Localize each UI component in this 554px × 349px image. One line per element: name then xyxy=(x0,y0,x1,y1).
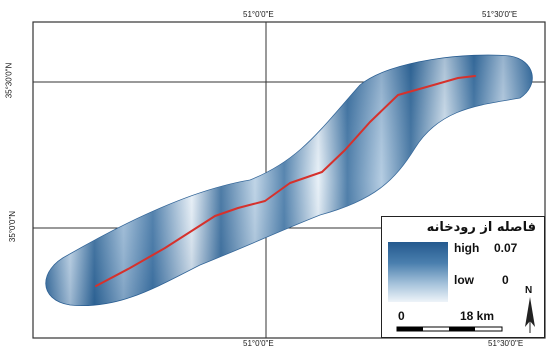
coord-bottom-left: 51°0'0"E xyxy=(243,339,274,348)
scale-start-label: 0 xyxy=(398,309,405,323)
north-label: N xyxy=(525,285,533,296)
river-line xyxy=(95,75,476,287)
legend-high-label: high xyxy=(454,241,480,255)
river-buffer-shading xyxy=(45,55,533,306)
legend-title: فاصله از رودخانه xyxy=(426,220,536,235)
scale-bar xyxy=(396,326,503,332)
coord-top-right: 51°30'0"E xyxy=(482,10,518,19)
coord-top-left: 51°0'0"E xyxy=(243,10,274,19)
coord-left-lower: 35°0'0"N xyxy=(8,210,18,243)
map-border xyxy=(32,21,546,339)
map-legend: فاصله از رودخانه high 0.07 low 0 0 18 km… xyxy=(381,216,545,338)
scale-end-label: 18 km xyxy=(460,309,495,323)
legend-color-ramp xyxy=(388,242,448,302)
legend-low-label: low xyxy=(454,273,474,287)
north-arrow: N xyxy=(521,285,539,333)
legend-low-value: 0 xyxy=(502,273,509,287)
legend-high-value: 0.07 xyxy=(494,241,518,255)
north-arrow-icon xyxy=(525,297,535,333)
coord-left-upper: 35°30'0"N xyxy=(4,62,14,99)
coord-bottom-right: 51°30'0"E xyxy=(488,339,524,348)
